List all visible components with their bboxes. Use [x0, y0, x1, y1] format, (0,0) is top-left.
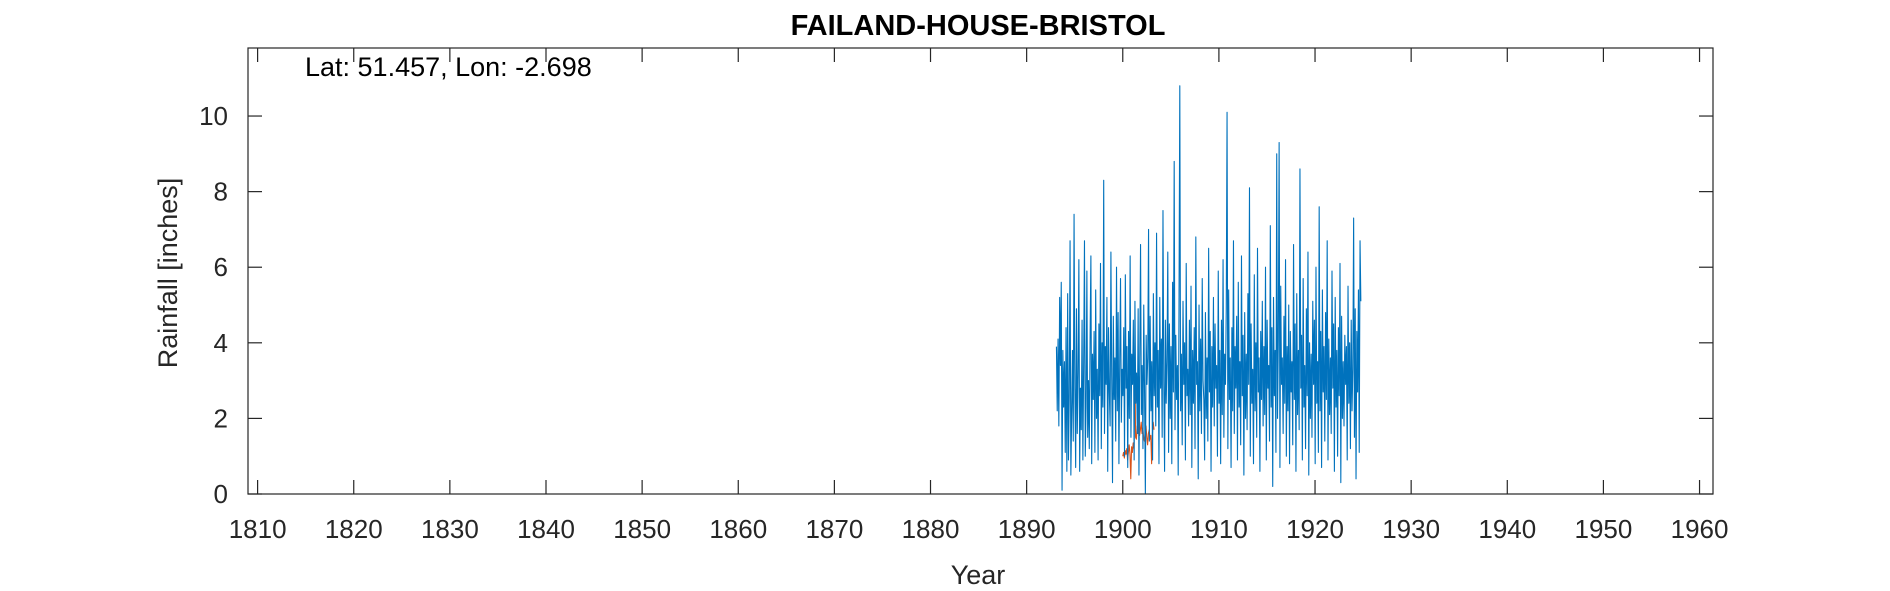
- series-line-1: [1055, 85, 1362, 495]
- x-tick-label: 1810: [229, 514, 287, 544]
- x-axis-label: Year: [951, 560, 1006, 590]
- x-tick-label: 1890: [998, 514, 1056, 544]
- y-axis-label: Rainfall [inches]: [153, 178, 183, 369]
- plot-lines: [1055, 85, 1362, 495]
- location-annotation: Lat: 51.457, Lon: -2.698: [305, 52, 592, 82]
- x-tick-label: 1840: [517, 514, 575, 544]
- y-tick-label: 8: [214, 177, 228, 207]
- x-tick-label: 1950: [1574, 514, 1632, 544]
- y-tick-label: 6: [214, 252, 228, 282]
- y-tick-label: 2: [214, 403, 228, 433]
- y-tick-label: 4: [214, 328, 228, 358]
- axes: [247, 47, 1714, 495]
- x-tick-label: 1880: [902, 514, 960, 544]
- tick-labels: 1810 1820 1830 1840 1850 1860 1870 1880 1890 1900…: [199, 101, 1728, 544]
- plot-frame: [247, 47, 1714, 495]
- x-tick-label: 1850: [613, 514, 671, 544]
- x-tick-label: 1930: [1382, 514, 1440, 544]
- x-tick-label: 1900: [1094, 514, 1152, 544]
- y-tick-label: 0: [214, 479, 228, 509]
- y-tick-label: 10: [199, 101, 228, 131]
- x-tick-label: 1960: [1671, 514, 1729, 544]
- x-tick-label: 1910: [1190, 514, 1248, 544]
- chart-title: FAILAND-HOUSE-BRISTOL: [791, 10, 1166, 42]
- x-tick-label: 1830: [421, 514, 479, 544]
- x-tick-label: 1870: [805, 514, 863, 544]
- x-tick-label: 1860: [709, 514, 767, 544]
- x-tick-label: 1920: [1286, 514, 1344, 544]
- x-tick-label: 1940: [1478, 514, 1536, 544]
- x-tick-label: 1820: [325, 514, 383, 544]
